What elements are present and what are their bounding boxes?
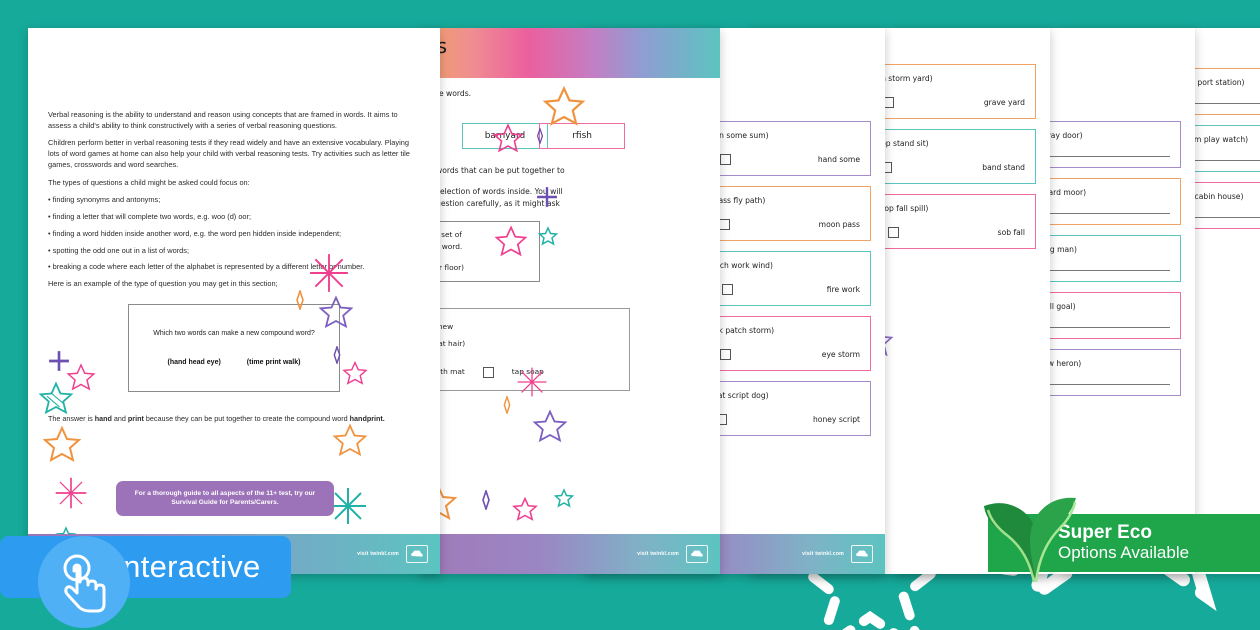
footer-url[interactable]: visit twinkl.com <box>357 551 399 557</box>
question-words: (hop stand sit) <box>873 139 929 148</box>
option-right[interactable]: fire work <box>826 285 860 294</box>
question-words: (pass fly path) <box>710 196 766 205</box>
sparkle-icon <box>91 39 123 71</box>
footer-url[interactable]: visit twinkl.com <box>637 551 679 557</box>
star-icon <box>532 409 568 443</box>
bullet-item: • spotting the odd one out in a list of … <box>48 245 190 255</box>
checkbox[interactable] <box>721 284 733 295</box>
star-icon <box>512 496 538 521</box>
question-words: (watch work wind) <box>703 261 773 270</box>
question-words: (sun some sum) <box>707 131 769 140</box>
leaf-icon <box>976 490 1088 595</box>
checkbox[interactable] <box>888 227 900 238</box>
example-question-box[interactable]: Which two words can make a new compound … <box>128 303 340 392</box>
diamond-icon <box>54 38 62 54</box>
checkbox[interactable] <box>482 366 494 378</box>
example-question-text: Which two words can make a new compound … <box>153 330 315 338</box>
callout-text: For a thorough guide to all aspects of t… <box>134 489 316 507</box>
body-line: uestion carefully, as it might ask <box>436 199 560 209</box>
bullet-item: • finding a word hidden inside another w… <box>48 228 342 238</box>
star-icon <box>538 226 558 246</box>
checkbox[interactable] <box>719 219 731 230</box>
intro-paragraph: Verbal reasoning is the ability to under… <box>48 110 398 130</box>
eco-title: Super Eco <box>1058 522 1152 544</box>
instruction-line: oor floor) <box>430 262 465 272</box>
body-line: words that can be put together to <box>436 166 565 176</box>
star-icon <box>38 381 74 415</box>
body-paragraph: Children perform better in verbal reason… <box>48 138 410 169</box>
page-footer: visit twinkl.com <box>420 534 720 574</box>
sparkle-icon <box>55 477 87 509</box>
star-icon <box>554 488 574 508</box>
option-right[interactable]: hand some <box>817 155 860 164</box>
question-words: (pack patch storm) <box>701 326 775 335</box>
checkbox[interactable] <box>719 154 731 165</box>
star-icon <box>332 423 368 457</box>
example-option-left[interactable]: (hand head eye) <box>167 359 221 367</box>
option-right[interactable]: honey script <box>812 415 860 424</box>
example-intro: Here is an example of the type of questi… <box>48 279 278 289</box>
worksheet-page-1[interactable]: Compound Words Verbal reasoning is the a… <box>28 28 440 574</box>
word-box-starfish: rfish <box>539 123 626 150</box>
option-right[interactable]: tap soap <box>511 366 544 376</box>
twinkl-logo-icon <box>686 545 708 563</box>
option-right[interactable]: band stand <box>982 163 1025 172</box>
interactive-label: interactive <box>116 549 261 584</box>
page-banner: Compound Words <box>28 28 440 94</box>
star-icon <box>388 35 426 71</box>
star-icon <box>358 52 390 83</box>
star-icon <box>342 360 368 385</box>
body-line: selection of words inside. You will <box>436 187 563 197</box>
diamond-icon <box>482 490 490 510</box>
option-left[interactable]: bath mat <box>431 366 465 376</box>
twinkl-logo-icon <box>406 545 428 563</box>
instruction-line: nd word. <box>430 242 463 252</box>
interactive-badge[interactable]: interactive <box>0 536 291 628</box>
intro-line: re words. <box>436 89 472 98</box>
body-paragraph: The types of questions a child might be … <box>48 177 250 187</box>
question-words: (drop fall spill) <box>873 204 929 213</box>
bullet-item: • breaking a code where each letter of t… <box>48 262 365 272</box>
question-words: (mat script dog) <box>707 391 769 400</box>
question-words: (fish storm yard) <box>869 74 933 83</box>
option-right[interactable]: moon pass <box>818 220 860 229</box>
option-right[interactable]: sob fall <box>997 228 1025 237</box>
checkbox[interactable] <box>720 349 731 360</box>
sparkle-icon <box>49 351 69 371</box>
example-line: a new <box>431 322 454 332</box>
page-title: Compound Words <box>146 49 322 72</box>
option-right[interactable]: eye storm <box>821 350 860 359</box>
worksheet-page-2[interactable]: rds re words. barnyard rfish words that … <box>420 28 720 574</box>
question-words: (hut cabin house) <box>1176 192 1244 201</box>
question-words: (plug port station) <box>1175 78 1245 87</box>
tap-hand-icon <box>38 536 130 628</box>
checkbox[interactable] <box>883 97 895 108</box>
bullet-item: • finding synonyms and antonyms; <box>48 195 161 205</box>
eco-subtitle: Options Available <box>1058 543 1190 563</box>
question-words: (stream play watch) <box>1171 135 1249 144</box>
option-right[interactable]: grave yard <box>983 98 1025 107</box>
page-banner <box>420 28 720 78</box>
star-icon <box>42 425 82 462</box>
example-option-right[interactable]: (time print walk) <box>246 359 301 367</box>
example-box[interactable]: a new mat hair) bath mat tap soap <box>420 308 630 392</box>
star-icon <box>58 57 88 85</box>
sparkle-icon <box>330 488 366 524</box>
twinkl-logo-icon <box>851 545 873 563</box>
answer-explanation: The answer is hand and print because the… <box>48 413 385 423</box>
star-icon <box>66 363 96 391</box>
example-line: mat hair) <box>431 338 466 348</box>
word-box-barnyard: barnyard <box>462 123 548 150</box>
survival-guide-callout[interactable]: For a thorough guide to all aspects of t… <box>116 480 334 516</box>
diamond-icon <box>503 396 511 414</box>
footer-url[interactable]: visit twinkl.com <box>802 551 844 557</box>
bullet-item: • finding a letter that will complete tw… <box>48 212 252 222</box>
super-eco-badge[interactable]: Super Eco Options Available <box>984 497 1260 583</box>
instruction-line: ch set of <box>430 229 462 239</box>
